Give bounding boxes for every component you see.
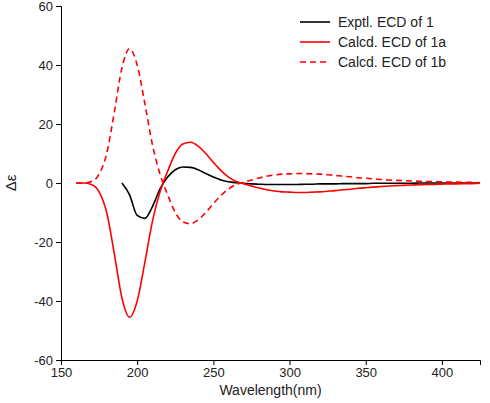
y-tick: 60 [39, 0, 61, 14]
y-tick: -40 [34, 294, 61, 309]
series-line [76, 49, 480, 224]
legend: Exptl. ECD of 1 Calcd. ECD of 1a Calcd. EC… [300, 14, 446, 70]
x-tick-label: 150 [51, 365, 73, 380]
legend-swatch [300, 61, 330, 63]
y-tick-label: -60 [34, 353, 53, 368]
plot: 150 200 250 300 350 400 -60 -40 -20 0 20 40 60 [34, 0, 480, 380]
legend-label: Calcd. ECD of 1a [338, 34, 446, 50]
x-tick-label: 350 [355, 365, 377, 380]
y-tick-mark [56, 65, 61, 66]
y-tick-label: 20 [39, 117, 53, 132]
y-tick: -60 [34, 353, 61, 368]
y-tick-mark [56, 124, 61, 125]
y-tick: -20 [34, 235, 61, 250]
x-axis-line [62, 361, 481, 366]
y-tick: 0 [46, 176, 61, 191]
y-tick: 40 [39, 58, 61, 73]
series-line [76, 142, 480, 317]
x-tick: 400 [432, 360, 454, 380]
y-tick-mark [56, 242, 61, 243]
x-tick: 200 [127, 360, 149, 380]
chart: 150 200 250 300 350 400 -60 -40 -20 0 20 40 60 Wavele… [0, 0, 490, 403]
y-tick-label: 40 [39, 58, 53, 73]
series-group [76, 49, 480, 317]
x-tick: 250 [203, 360, 225, 380]
y-tick-label: -20 [34, 235, 53, 250]
legend-label: Exptl. ECD of 1 [338, 14, 434, 30]
x-axis: 150 200 250 300 350 400 [51, 360, 481, 380]
legend-label: Calcd. ECD of 1b [338, 54, 446, 70]
y-tick: 20 [39, 117, 61, 132]
y-tick-mark [56, 183, 61, 184]
y-tick-mark [56, 301, 61, 302]
y-axis-title: Δε [2, 174, 19, 191]
x-tick: 350 [355, 360, 377, 380]
y-tick-mark [56, 6, 61, 7]
y-axis-line [56, 7, 62, 361]
y-tick-label: -40 [34, 294, 53, 309]
legend-swatch [300, 21, 330, 23]
y-tick-label: 60 [39, 0, 53, 14]
y-tick-label: 0 [46, 176, 53, 191]
y-tick-mark [56, 360, 61, 361]
x-tick-label: 300 [279, 365, 301, 380]
x-tick-label: 250 [203, 365, 225, 380]
x-tick: 300 [279, 360, 301, 380]
x-axis-title: Wavelength(nm) [219, 382, 321, 398]
y-axis: -60 -40 -20 0 20 40 60 [34, 0, 61, 368]
legend-swatch [300, 41, 330, 43]
x-tick: 150 [51, 360, 73, 380]
x-tick-label: 400 [432, 365, 454, 380]
x-tick-label: 200 [127, 365, 149, 380]
